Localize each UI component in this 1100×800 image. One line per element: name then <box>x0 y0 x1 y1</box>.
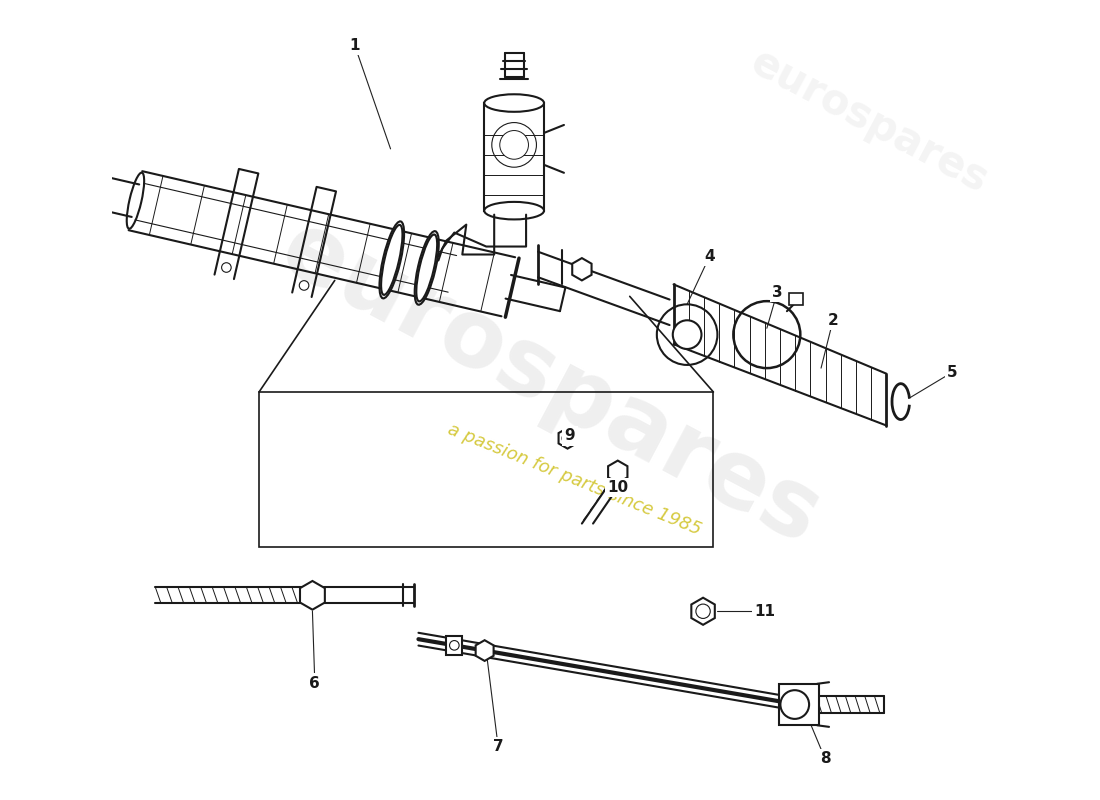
Text: 7: 7 <box>493 739 504 754</box>
Ellipse shape <box>126 173 144 229</box>
Ellipse shape <box>484 202 544 219</box>
Polygon shape <box>484 103 544 210</box>
Polygon shape <box>789 293 803 305</box>
Ellipse shape <box>484 94 544 112</box>
Text: 5: 5 <box>947 365 958 379</box>
Polygon shape <box>475 640 494 661</box>
Text: 11: 11 <box>755 604 775 618</box>
Text: eurospares: eurospares <box>742 41 994 202</box>
Polygon shape <box>447 636 462 655</box>
Polygon shape <box>691 598 715 625</box>
Circle shape <box>673 320 702 349</box>
Text: a passion for parts since 1985: a passion for parts since 1985 <box>444 421 703 539</box>
Circle shape <box>499 130 528 159</box>
Ellipse shape <box>381 225 403 295</box>
Polygon shape <box>300 581 324 610</box>
Polygon shape <box>572 258 592 281</box>
Text: 1: 1 <box>350 38 360 53</box>
Text: 10: 10 <box>607 480 628 495</box>
Text: 8: 8 <box>820 751 830 766</box>
Text: eurospares: eurospares <box>265 203 835 565</box>
Text: 4: 4 <box>704 249 715 264</box>
Text: 6: 6 <box>309 675 320 690</box>
Text: 3: 3 <box>772 285 782 300</box>
Ellipse shape <box>416 234 437 302</box>
Text: 9: 9 <box>564 428 575 443</box>
Polygon shape <box>559 428 576 449</box>
Polygon shape <box>779 684 818 726</box>
Polygon shape <box>608 461 627 483</box>
Text: 2: 2 <box>827 313 838 328</box>
